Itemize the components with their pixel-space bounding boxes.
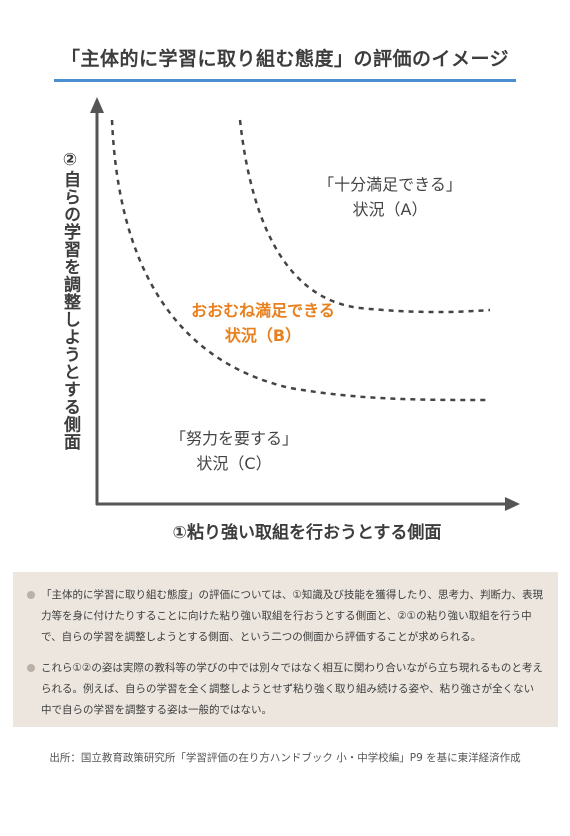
y-axis-arrowhead (90, 97, 104, 113)
region-a-line1: 「十分満足できる」 (318, 175, 462, 194)
note-text: 「主体的に学習に取り組む態度」の評価については、①知識及び技能を獲得したり、思考… (41, 589, 543, 643)
region-a-line2: 状況（A） (352, 200, 428, 219)
notes-box: 「主体的に学習に取り組む態度」の評価については、①知識及び技能を獲得したり、思考… (13, 572, 558, 727)
note-item: 「主体的に学習に取り組む態度」の評価については、①知識及び技能を獲得したり、思考… (27, 585, 544, 648)
region-b-label: おおむね満足できる 状況（B） (168, 298, 358, 348)
region-b-line1: おおむね満足できる (191, 301, 335, 320)
boundary-curve-lower (110, 119, 489, 402)
bullet-icon (27, 591, 35, 599)
x-axis-label: ①粘り強い取組を行おうとする側面 (172, 523, 442, 543)
note-item: これら①②の姿は実際の教科等の学びの中では別々ではなく相互に関わり合いながら立ち… (27, 658, 544, 721)
evaluation-diagram (90, 97, 520, 511)
note-text: これら①②の姿は実際の教科等の学びの中では別々ではなく相互に関わり合いながら立ち… (41, 662, 543, 716)
y-axis-label: ②自らの学習を調整しようとする側面 (60, 150, 80, 451)
source-credit: 出所：国立教育政策研究所「学習評価の在り方ハンドブック 小・中学校編」P9 を基… (49, 752, 521, 764)
region-c-label: 「努力を要する」 状況（C） (152, 426, 316, 476)
region-c-line1: 「努力を要する」 (169, 429, 298, 448)
region-c-line2: 状況（C） (196, 454, 272, 473)
bullet-icon (27, 664, 35, 672)
x-axis-arrowhead (505, 497, 520, 511)
axes (95, 112, 508, 506)
page-title: 「主体的に学習に取り組む態度」の評価のイメージ (60, 48, 510, 70)
title-underline (54, 79, 516, 82)
region-a-label: 「十分満足できる」 状況（A） (300, 172, 480, 222)
region-b-line2: 状況（B） (224, 326, 302, 345)
boundary-curve-upper (238, 119, 491, 314)
